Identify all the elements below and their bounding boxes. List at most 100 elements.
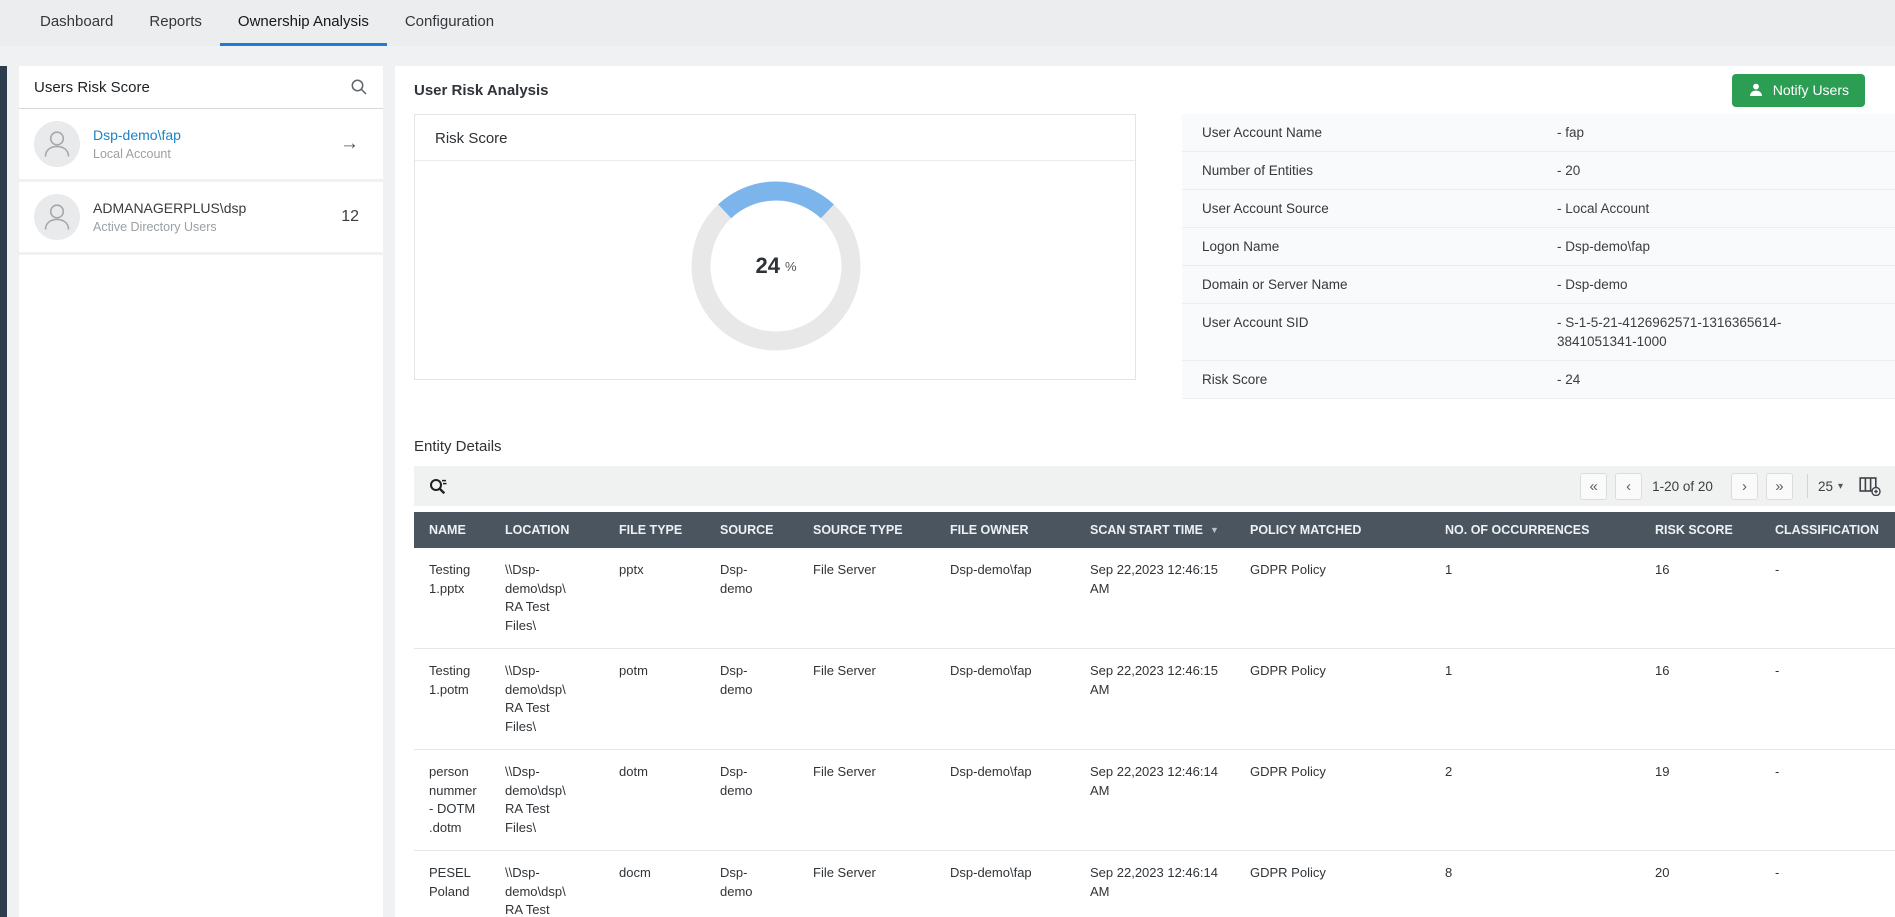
tab-ownership-analysis[interactable]: Ownership Analysis	[219, 0, 387, 46]
tab-reports[interactable]: Reports	[149, 13, 202, 30]
table-cell: Dsp-demo\fap	[950, 648, 1090, 750]
table-cell: 1	[1445, 548, 1655, 649]
tab-configuration[interactable]: Configuration	[404, 13, 495, 30]
detail-label: Risk Score	[1202, 372, 1268, 387]
detail-value: - Local Account	[1557, 201, 1650, 216]
table-body: Testing 1.pptx \\Dsp-demo\dsp\RA Test Fil…	[414, 548, 1895, 917]
sidebar-title: Users Risk Score	[34, 78, 150, 96]
table-cell: person nummer - DOTM .dotm	[414, 749, 505, 851]
table-row[interactable]: Testing 1.pptx \\Dsp-demo\dsp\RA Test Fil…	[414, 548, 1895, 649]
entity-details-title: Entity Details	[414, 438, 502, 455]
table-cell: Dsp-demo	[720, 648, 813, 750]
entity-table-wrap: NAME LOCATION FILE TYPE SOURCE SOURCE TYPE FI…	[414, 512, 1895, 917]
detail-row-user-account-sid: User Account SID - S-1-5-21-4126962571-13…	[1182, 304, 1895, 361]
user-avatar-icon	[34, 194, 80, 240]
table-cell: Sep 22,2023 12:46:15 AM	[1090, 548, 1250, 649]
donut-chart-svg	[691, 181, 861, 351]
table-search-icon[interactable]	[428, 476, 448, 496]
detail-label: Domain or Server Name	[1202, 277, 1348, 292]
caret-down-icon: ▾	[1837, 480, 1843, 492]
tab-dashboard[interactable]: Dashboard	[40, 13, 114, 30]
add-column-icon[interactable]	[1859, 476, 1881, 496]
first-page-button[interactable]: «	[1580, 472, 1608, 500]
table-cell: Dsp-demo	[720, 850, 813, 917]
user-list-item[interactable]: Dsp-demo\fap Local Account →	[19, 109, 383, 182]
next-page-button[interactable]: ›	[1730, 472, 1758, 500]
table-cell: \\Dsp-demo\dsp\RA Test Files\	[505, 749, 619, 851]
column-header-source[interactable]: SOURCE	[720, 512, 813, 548]
column-header-no-of-occurrences[interactable]: NO. OF OCCURRENCES	[1445, 512, 1655, 548]
risk-score-unit: %	[784, 258, 797, 274]
table-row[interactable]: PESEL Poland\\Dsp-demo\dsp\RA Test Files…	[414, 850, 1895, 917]
column-header-policy-matched[interactable]: POLICY MATCHED	[1250, 512, 1445, 548]
user-texts: Dsp-demo\fap Local Account	[93, 127, 181, 161]
last-page-button[interactable]: »	[1765, 472, 1793, 500]
column-header-classification[interactable]: CLASSIFICATION	[1775, 512, 1895, 548]
table-cell: File Server	[813, 850, 950, 917]
main-header: User Risk Analysis Notify Users	[395, 66, 1895, 114]
user-account-type: Local Account	[93, 147, 171, 161]
table-cell: -	[1775, 850, 1895, 917]
column-header-name[interactable]: NAME	[414, 512, 505, 548]
detail-value: - 24	[1557, 372, 1581, 387]
table-cell: \\Dsp-demo\dsp\RA Test Files\	[505, 548, 619, 649]
top-nav: Dashboard Reports Ownership Analysis Config…	[0, 0, 1895, 46]
notify-users-button[interactable]: Notify Users	[1731, 73, 1865, 107]
table-cell: GDPR Policy	[1250, 749, 1445, 851]
arrow-right-icon[interactable]: →	[340, 133, 359, 154]
user-list-item[interactable]: ADMANAGERPLUS\dsp Active Directory Users 1…	[19, 182, 383, 255]
search-icon[interactable]	[350, 78, 368, 96]
column-header-risk-score[interactable]: RISK SCORE	[1655, 512, 1775, 548]
table-cell: Sep 22,2023 12:46:14 AM	[1090, 749, 1250, 851]
detail-label: Logon Name	[1202, 239, 1280, 254]
table-cell: dotm	[619, 749, 720, 851]
table-row[interactable]: person nummer - DOTM .dotm \\Dsp-demo\dsp…	[414, 749, 1895, 851]
user-name: Dsp-demo\fap	[93, 127, 181, 143]
detail-value: - 20	[1557, 163, 1581, 178]
user-account-type: Active Directory Users	[93, 220, 217, 234]
table-cell: File Server	[813, 648, 950, 750]
risk-score-donut: 24 %	[681, 171, 871, 361]
table-cell: File Server	[813, 749, 950, 851]
detail-row-risk-score: Risk Score - 24	[1182, 361, 1895, 399]
table-cell: GDPR Policy	[1250, 850, 1445, 917]
table-cell: Dsp-demo\fap	[950, 548, 1090, 649]
risk-score-card-title: Risk Score	[415, 115, 1135, 161]
column-header-file-type[interactable]: FILE TYPE	[619, 512, 720, 548]
account-details-panel: User Account Name - fap Number of Entities…	[1182, 114, 1895, 399]
table-cell: Dsp-demo	[720, 749, 813, 851]
sidebar-header: Users Risk Score	[19, 66, 383, 109]
notify-user-icon	[1748, 82, 1764, 98]
table-cell: 2	[1445, 749, 1655, 851]
column-header-location[interactable]: LOCATION	[505, 512, 619, 548]
user-entity-count: 12	[341, 208, 359, 225]
page-size-value: 25	[1817, 478, 1833, 494]
detail-value: - Dsp-demo\fap	[1557, 239, 1651, 254]
column-header-file-owner[interactable]: FILE OWNER	[950, 512, 1090, 548]
table-header-row: NAME LOCATION FILE TYPE SOURCE SOURCE TYPE FI…	[414, 512, 1895, 548]
table-cell: docm	[619, 850, 720, 917]
table-cell: 1	[1445, 648, 1655, 750]
prev-page-button[interactable]: ‹	[1615, 472, 1643, 500]
detail-value: - Dsp-demo	[1557, 277, 1628, 292]
detail-label: Number of Entities	[1202, 163, 1314, 178]
table-row[interactable]: Testing 1.potm \\Dsp-demo\dsp\RA Test Fil…	[414, 648, 1895, 750]
column-header-source-type[interactable]: SOURCE TYPE	[813, 512, 950, 548]
table-cell: \\Dsp-demo\dsp\RA Test Files\	[505, 648, 619, 750]
pagination: « ‹ 1-20 of 20 › » 25 ▾	[1572, 472, 1881, 500]
column-header-scan-start-time[interactable]: SCAN START TIME ▼	[1090, 512, 1250, 548]
table-cell: pptx	[619, 548, 720, 649]
user-texts: ADMANAGERPLUS\dsp Active Directory Users	[93, 200, 246, 234]
sort-desc-icon: ▼	[1209, 525, 1219, 535]
detail-value: - fap	[1557, 125, 1585, 140]
entity-details-table: NAME LOCATION FILE TYPE SOURCE SOURCE TYPE FI…	[414, 512, 1895, 917]
detail-row-user-account-source: User Account Source - Local Account	[1182, 190, 1895, 228]
table-cell: potm	[619, 648, 720, 750]
table-cell: 16	[1655, 548, 1775, 649]
page-size-dropdown[interactable]: 25 ▾	[1818, 479, 1843, 494]
table-cell: 20	[1655, 850, 1775, 917]
user-name: ADMANAGERPLUS\dsp	[93, 200, 247, 216]
notify-users-label: Notify Users	[1772, 82, 1849, 98]
page-title: User Risk Analysis	[414, 81, 549, 99]
risk-score-value: 24	[755, 253, 780, 278]
